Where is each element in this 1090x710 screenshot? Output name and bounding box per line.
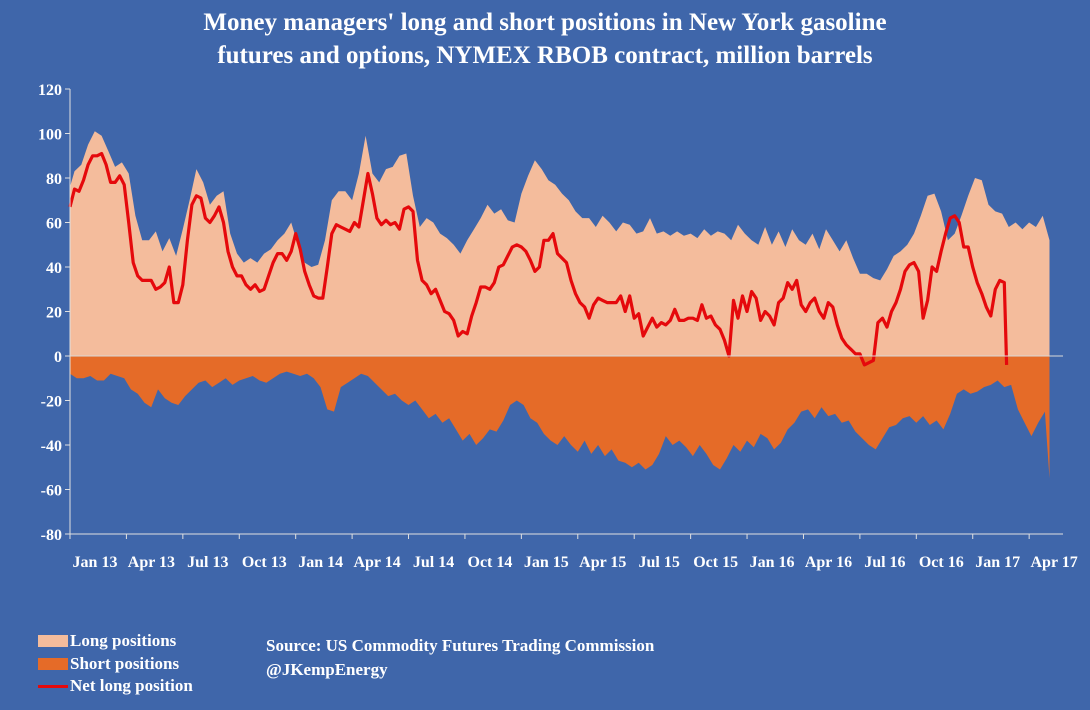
- y-tick-label: -40: [41, 438, 62, 455]
- series-area-long-positions: [70, 131, 1050, 356]
- y-tick-label: 100: [38, 127, 62, 144]
- legend-label-long: Long positions: [70, 631, 177, 651]
- x-tick-label: Jul 15: [639, 554, 680, 571]
- legend-entry-short: Short positions: [38, 653, 193, 676]
- x-tick-label: Oct 16: [919, 554, 964, 571]
- x-tick-label: Oct 13: [242, 554, 287, 571]
- author-handle: @JKempEnergy: [266, 660, 388, 679]
- source-text: Source: US Commodity Futures Trading Com…: [266, 636, 655, 655]
- chart-title-line-2: futures and options, NYMEX RBOB contract…: [217, 42, 873, 69]
- x-tick-label: Apr 17: [1031, 554, 1078, 571]
- y-tick-label: 20: [46, 305, 62, 322]
- x-tick-label: Jul 16: [864, 554, 905, 571]
- y-tick-label: 120: [38, 82, 62, 99]
- legend-label-short: Short positions: [70, 653, 180, 673]
- legend: Long positions Short positions Net long …: [38, 630, 193, 698]
- series-line-net-long-position: [68, 151, 1009, 367]
- source-annotation: Source: US Commodity Futures Trading Com…: [266, 634, 654, 682]
- y-tick-label: 80: [46, 171, 62, 188]
- x-tick-label: Oct 15: [693, 554, 738, 571]
- x-tick-label: Jan 15: [524, 554, 569, 571]
- y-tick-label: -20: [41, 394, 62, 411]
- x-tick-label: Apr 15: [579, 554, 626, 571]
- y-tick-label: 40: [46, 260, 62, 277]
- chart-canvas: 120 100 80 60 40 20 0 -20 -40 -60 -80 Jan 13 Apr 13 J…: [38, 82, 1078, 571]
- legend-entry-net: Net long position: [38, 675, 193, 698]
- x-tick-label: Jan 16: [750, 554, 795, 571]
- y-tick-label: -60: [41, 483, 62, 500]
- x-tick-label: Jul 13: [187, 554, 228, 571]
- y-tick-label: 60: [46, 216, 62, 233]
- x-tick-label: Oct 14: [468, 554, 513, 571]
- x-tick-label: Apr 16: [805, 554, 852, 571]
- legend-swatch-long: [38, 635, 68, 648]
- x-tick-label: Apr 13: [128, 554, 175, 571]
- x-tick-label: Jan 13: [73, 554, 118, 571]
- legend-label-net: Net long position: [70, 676, 193, 696]
- legend-entry-long: Long positions: [38, 630, 193, 653]
- y-tick-label: -80: [41, 527, 62, 544]
- x-tick-label: Jan 17: [975, 554, 1020, 571]
- series-area-short-positions: [70, 356, 1050, 479]
- chart-title: Money managers' long and short positions…: [0, 6, 1090, 72]
- legend-swatch-short: [38, 657, 68, 670]
- x-tick-label: Jul 14: [413, 554, 454, 571]
- legend-swatch-net: [38, 684, 68, 688]
- x-tick-label: Jan 14: [298, 554, 343, 571]
- chart-title-line-1: Money managers' long and short positions…: [203, 9, 887, 36]
- y-tick-label: 0: [54, 349, 62, 366]
- x-tick-label: Apr 14: [353, 554, 400, 571]
